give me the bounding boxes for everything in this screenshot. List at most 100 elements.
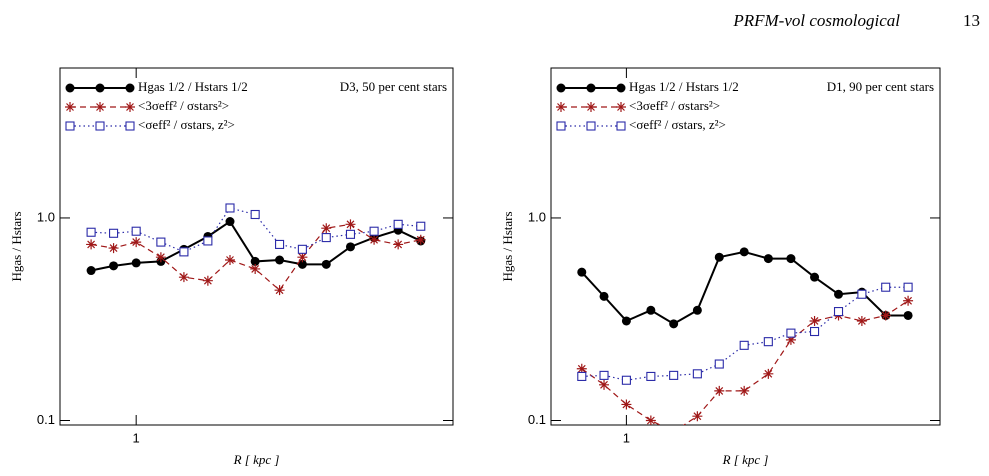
marker bbox=[576, 363, 587, 374]
marker bbox=[577, 267, 587, 277]
marker bbox=[621, 316, 631, 326]
marker bbox=[646, 371, 656, 381]
y-tick-label: 0.1 bbox=[528, 412, 546, 427]
marker bbox=[834, 289, 844, 299]
marker bbox=[881, 282, 891, 292]
marker bbox=[621, 399, 632, 410]
marker bbox=[393, 219, 403, 229]
legend-marker bbox=[125, 83, 135, 93]
marker bbox=[108, 243, 119, 254]
y-tick-label: 0.1 bbox=[37, 412, 55, 427]
series-line bbox=[91, 223, 421, 292]
marker bbox=[155, 252, 166, 263]
marker bbox=[739, 247, 749, 257]
marker bbox=[369, 226, 379, 236]
marker bbox=[856, 315, 867, 326]
legend-label: <3σeff² / σstars²> bbox=[629, 98, 720, 113]
marker bbox=[203, 236, 213, 246]
plot-area bbox=[86, 203, 426, 296]
marker bbox=[321, 259, 331, 269]
x-tick-label: 1 bbox=[133, 430, 140, 445]
marker bbox=[250, 256, 260, 266]
y-tick-label: 1.0 bbox=[528, 209, 546, 224]
running-title: PRFM-vol cosmological bbox=[732, 11, 900, 30]
marker bbox=[785, 334, 796, 345]
marker bbox=[345, 229, 356, 239]
legend-label: <σeff² / σstars, z²> bbox=[629, 117, 726, 132]
marker bbox=[714, 252, 724, 262]
marker bbox=[109, 261, 119, 271]
marker bbox=[739, 385, 750, 396]
marker bbox=[250, 263, 261, 274]
marker bbox=[786, 328, 796, 338]
legend-marker bbox=[586, 83, 596, 93]
legend-label: Hgas 1/2 / Hstars 1/2 bbox=[629, 79, 739, 94]
legend-marker bbox=[616, 102, 626, 112]
marker bbox=[669, 427, 679, 437]
marker bbox=[599, 291, 609, 301]
chart-panel: 0.1 1.0 1 R [ kpc ] Hgas / Hstars D1, 90 per … bbox=[500, 67, 941, 467]
marker bbox=[903, 282, 913, 292]
legend-marker bbox=[65, 83, 75, 93]
legend-marker bbox=[65, 102, 75, 112]
x-axis-label: R [ kpc ] bbox=[233, 452, 280, 467]
marker bbox=[415, 234, 426, 245]
marker bbox=[86, 239, 97, 250]
marker bbox=[809, 315, 820, 326]
series-line bbox=[581, 250, 909, 326]
marker bbox=[297, 259, 307, 269]
legend-label: <σeff² / σstars, z²> bbox=[138, 117, 235, 132]
marker bbox=[714, 385, 725, 396]
marker bbox=[109, 228, 119, 238]
legend-label: Hgas 1/2 / Hstars 1/2 bbox=[138, 79, 248, 94]
marker bbox=[297, 252, 308, 263]
marker bbox=[86, 266, 96, 276]
marker bbox=[739, 340, 749, 350]
marker bbox=[225, 254, 236, 265]
marker bbox=[669, 319, 679, 329]
marker bbox=[369, 234, 380, 245]
marker bbox=[321, 223, 332, 234]
legend-marker bbox=[586, 102, 596, 112]
marker bbox=[833, 307, 844, 317]
marker bbox=[621, 375, 631, 385]
marker bbox=[577, 371, 587, 381]
marker bbox=[202, 275, 213, 286]
marker bbox=[345, 219, 356, 230]
marker bbox=[599, 370, 609, 380]
marker bbox=[786, 254, 796, 264]
marker bbox=[809, 326, 820, 337]
marker bbox=[275, 239, 285, 249]
legend-marker bbox=[556, 83, 566, 93]
marker bbox=[692, 411, 703, 422]
annotation: D1, 90 per cent stars bbox=[827, 79, 934, 94]
legend-marker bbox=[586, 121, 596, 131]
page-number: 13 bbox=[963, 11, 980, 30]
y-axis-label: Hgas / Hstars bbox=[500, 211, 515, 281]
marker bbox=[669, 370, 679, 380]
legend-label: <3σeff² / σstars²> bbox=[138, 98, 229, 113]
series-line bbox=[581, 286, 909, 381]
marker bbox=[903, 295, 914, 306]
legend-marker bbox=[556, 121, 566, 131]
x-axis-label: R [ kpc ] bbox=[722, 452, 769, 467]
legend-marker bbox=[95, 121, 105, 131]
y-tick-label: 1.0 bbox=[37, 209, 55, 224]
marker bbox=[250, 209, 260, 220]
marker bbox=[763, 368, 774, 379]
marker bbox=[692, 369, 702, 379]
legend-marker bbox=[125, 121, 135, 131]
marker bbox=[297, 244, 307, 254]
marker bbox=[86, 227, 96, 237]
marker bbox=[763, 337, 773, 347]
marker bbox=[903, 310, 913, 320]
marker bbox=[131, 226, 141, 236]
legend-marker bbox=[556, 102, 566, 112]
plot-area bbox=[576, 247, 914, 437]
plot-frame bbox=[550, 67, 941, 426]
legend-marker bbox=[616, 121, 626, 131]
marker bbox=[645, 415, 656, 425]
marker bbox=[692, 305, 702, 315]
marker bbox=[763, 254, 773, 264]
